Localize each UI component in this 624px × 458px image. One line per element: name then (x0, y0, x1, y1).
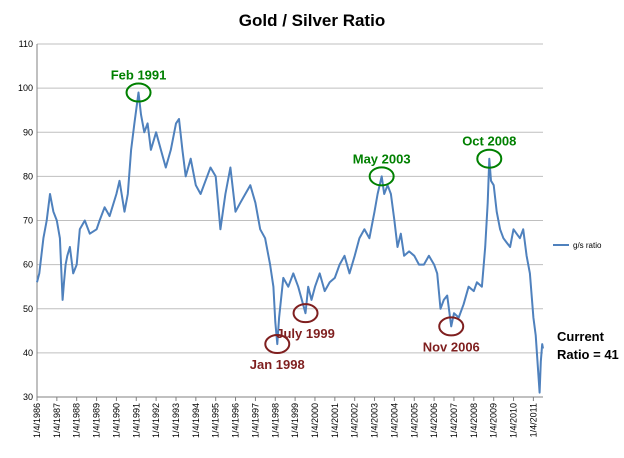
x-tick-label: 1/4/2003 (370, 403, 380, 438)
x-tick-label: 1/4/2002 (350, 403, 360, 438)
annotation-label: Oct 2008 (462, 134, 516, 149)
x-tick-label: 1/4/2006 (429, 403, 439, 438)
x-tick-label: 1/4/2009 (489, 403, 499, 438)
x-tick-label: 1/4/1990 (111, 403, 121, 438)
x-tick-label: 1/4/1987 (52, 403, 62, 438)
x-tick-label: 1/4/2007 (449, 403, 459, 438)
annotation-label: Nov 2006 (423, 339, 480, 354)
x-tick-label: 1/4/2004 (389, 403, 399, 438)
current-ratio-line-1: Current (557, 329, 605, 344)
annotation-circle (125, 82, 152, 103)
annotation-label: Feb 1991 (111, 68, 167, 83)
chart-title: Gold / Silver Ratio (239, 11, 385, 30)
x-tick-label: 1/4/1993 (171, 403, 181, 438)
annotation-label: July 1999 (276, 326, 335, 341)
x-tick-label: 1/4/1992 (151, 403, 161, 438)
x-tick-label: 1/4/1991 (131, 403, 141, 438)
x-tick-label: 1/4/2010 (509, 403, 519, 438)
annotation-label: Jan 1998 (250, 357, 305, 372)
current-ratio-note: Current Ratio = 41 (557, 329, 619, 362)
y-tick-label: 70 (23, 216, 33, 226)
annotation-circle (264, 334, 291, 355)
y-tick-label: 60 (23, 260, 33, 270)
x-tick-label: 1/4/2000 (310, 403, 320, 438)
annotation-circle (292, 303, 319, 324)
x-tick-label: 1/4/2008 (469, 403, 479, 438)
x-tick-label: 1/4/1986 (32, 403, 42, 438)
series-layer (36, 91, 544, 394)
y-tick-label: 80 (23, 171, 33, 181)
grid-layer (37, 43, 543, 398)
annotation-circle (368, 166, 395, 187)
annotation-circle (476, 148, 503, 169)
legend: g/s ratio (553, 241, 602, 250)
y-tick-label: 110 (19, 39, 33, 49)
x-tick-label: 1/4/1988 (72, 403, 82, 438)
x-tick-label: 1/4/1999 (290, 403, 300, 438)
y-tick-label: 50 (23, 304, 33, 314)
y-tick-label: 40 (23, 348, 33, 358)
y-tick-label: 90 (23, 127, 33, 137)
x-tick-label: 1/4/2005 (409, 403, 419, 438)
x-tick-label: 1/4/1995 (211, 403, 221, 438)
annotation-label: May 2003 (353, 151, 411, 166)
axis-layer: 30 40 50 60 70 80 90 100 110 1/4/1986 1/4/1987 1/4/… (18, 39, 543, 438)
x-tick-label: 1/4/1997 (250, 403, 260, 438)
annotation-circle (438, 316, 465, 337)
x-tick-label: 1/4/1989 (92, 403, 102, 438)
x-tick-label: 1/4/1998 (270, 403, 280, 438)
x-tick-label: 1/4/1994 (191, 403, 201, 438)
x-tick-label: 1/4/2001 (330, 403, 340, 438)
series-line-gs-ratio (36, 91, 544, 394)
annotation-layer: Feb 1991 May 2003 Oct 2008 Jan 1998 July 199… (111, 68, 517, 373)
x-tick-label: 1/4/1996 (231, 403, 241, 438)
current-ratio-line-2: Ratio = 41 (557, 347, 619, 362)
y-tick-label: 30 (23, 392, 33, 402)
legend-label: g/s ratio (573, 241, 602, 250)
x-tick-label: 1/4/2011 (528, 403, 538, 437)
y-tick-label: 100 (18, 83, 33, 93)
